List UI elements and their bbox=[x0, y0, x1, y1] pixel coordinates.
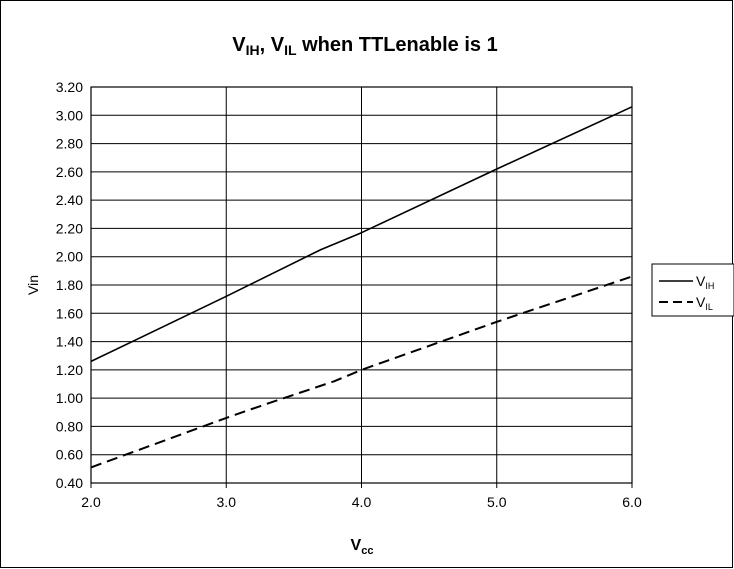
y-tick-label: 1.40 bbox=[56, 334, 83, 350]
legend-vil-sub: IL bbox=[705, 302, 713, 312]
y-tick-label: 0.80 bbox=[56, 418, 83, 434]
legend-vih-main: V bbox=[696, 273, 706, 289]
x-tick-labels: 2.0 3.0 4.0 5.0 6.0 bbox=[81, 494, 642, 510]
series-line-vil bbox=[90, 275, 633, 469]
y-tick-label: 0.40 bbox=[56, 475, 83, 491]
y-tick-label: 1.80 bbox=[56, 277, 83, 293]
x-tick-label: 3.0 bbox=[217, 494, 237, 510]
title-v1: V bbox=[232, 34, 246, 56]
y-tick-label: 2.40 bbox=[56, 192, 83, 208]
x-tick-label: 2.0 bbox=[81, 494, 101, 510]
y-tick-label: 1.00 bbox=[56, 390, 83, 406]
legend: VIH VIL bbox=[651, 263, 734, 317]
legend-vil-main: V bbox=[696, 294, 706, 310]
y-tick-label: 2.80 bbox=[56, 136, 83, 152]
title-mid: , V bbox=[260, 34, 285, 56]
legend-label-vih: VIH bbox=[696, 273, 714, 291]
title-sub-il: IL bbox=[284, 42, 297, 58]
chart-title: VIH, VIL when TTLenable is 1 bbox=[232, 34, 497, 58]
xlabel-v: V bbox=[351, 537, 362, 554]
title-sub-ih: IH bbox=[246, 42, 260, 58]
legend-box bbox=[651, 263, 734, 317]
legend-label-vil: VIL bbox=[696, 294, 713, 312]
plot-frame bbox=[90, 86, 633, 484]
x-tick-label: 4.0 bbox=[352, 494, 372, 510]
y-tick-label: 0.60 bbox=[56, 447, 83, 463]
xlabel-sub-cc: cc bbox=[361, 545, 373, 557]
x-axis-label: Vcc bbox=[351, 537, 374, 557]
y-tick-label: 1.60 bbox=[56, 305, 83, 321]
series-lines bbox=[90, 106, 633, 469]
x-tick-label: 5.0 bbox=[487, 494, 507, 510]
x-tick-label: 6.0 bbox=[622, 494, 642, 510]
y-tick-label: 2.60 bbox=[56, 164, 83, 180]
y-tick-label: 3.20 bbox=[56, 79, 83, 95]
legend-vih-sub: IH bbox=[705, 281, 714, 291]
series-line-vih bbox=[90, 106, 633, 363]
y-tick-label: 1.20 bbox=[56, 362, 83, 378]
title-tail: when TTLenable is 1 bbox=[297, 34, 498, 56]
y-tick-label: 3.00 bbox=[56, 107, 83, 123]
y-tick-label: 2.20 bbox=[56, 220, 83, 236]
y-axis-label: Vin bbox=[25, 275, 41, 295]
y-tick-label: 2.00 bbox=[56, 249, 83, 265]
y-tick-labels: 3.20 3.00 2.80 2.60 2.40 2.20 2.00 1.80 1.60 1.40… bbox=[56, 79, 83, 491]
